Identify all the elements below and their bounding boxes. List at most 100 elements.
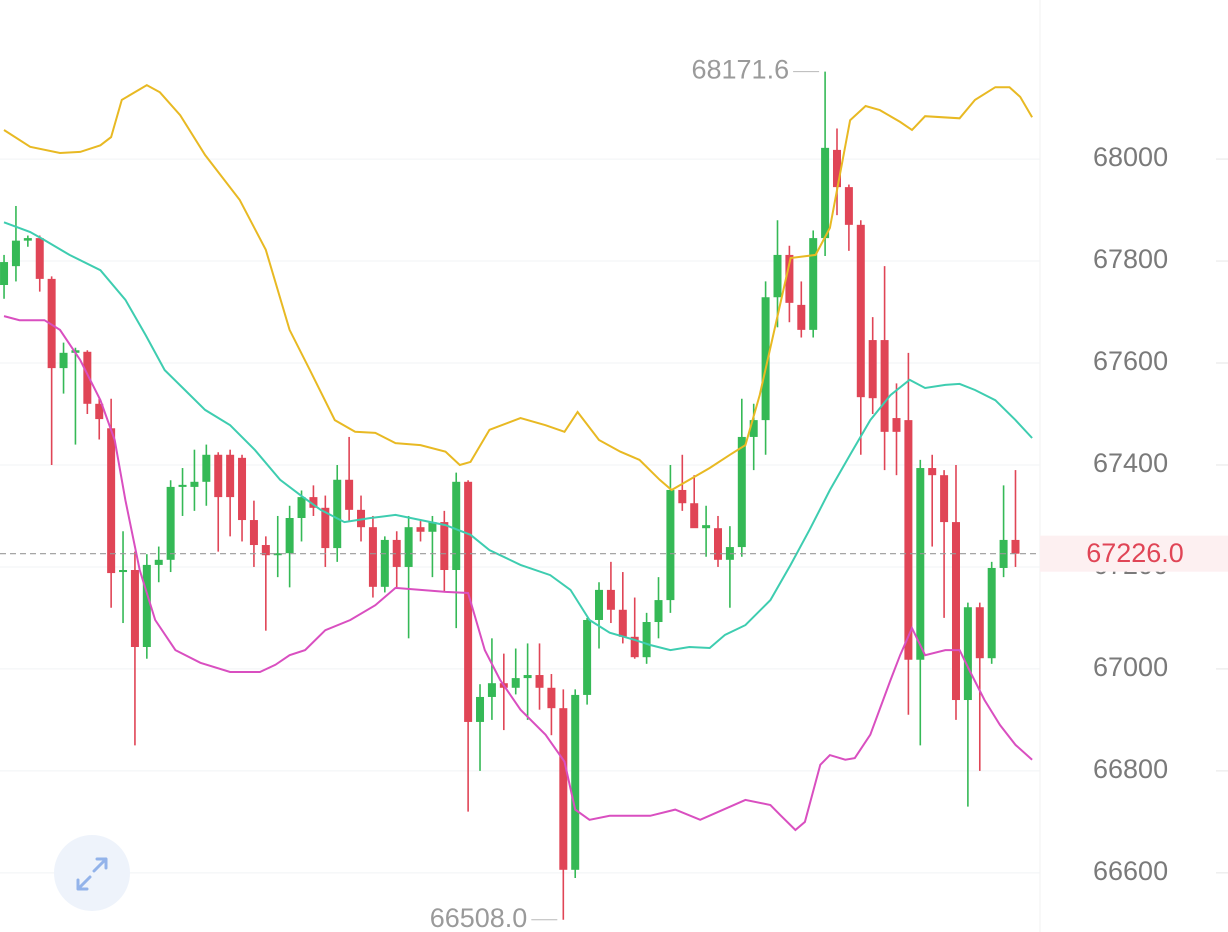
candle-body [749, 420, 758, 437]
last-price-label: 67226.0 [1086, 538, 1184, 568]
candle-body [107, 428, 116, 574]
last-price-box [1040, 535, 1228, 572]
y-tick-label: 67600 [1093, 346, 1168, 376]
candle-body [963, 607, 972, 701]
candle-body [273, 553, 282, 556]
candle-body [428, 522, 437, 532]
candle-body [904, 420, 913, 660]
candle-body [130, 570, 139, 647]
candle-body [11, 240, 20, 267]
candle-body [714, 528, 723, 560]
candle-body [880, 340, 889, 432]
candle-body [702, 525, 711, 529]
candle-body [178, 484, 187, 487]
candle-body [797, 304, 806, 330]
candle-body [868, 340, 877, 399]
candle-body [928, 468, 937, 476]
candle-body [511, 678, 520, 688]
candle-body [856, 224, 865, 398]
candle-body [583, 619, 592, 695]
candle-body [0, 262, 9, 286]
candle-body [190, 481, 199, 487]
expand-icon[interactable] [76, 857, 108, 891]
candle-body [630, 636, 639, 658]
candle-body [345, 479, 354, 510]
candle-body [916, 468, 925, 660]
candle-body [761, 297, 770, 421]
candle-body [142, 564, 151, 647]
band-line [3, 221, 1033, 652]
candle-body [571, 694, 580, 870]
y-tick-label: 67800 [1093, 244, 1168, 274]
candle-body [690, 503, 699, 529]
candle-body [333, 479, 342, 549]
candle-body [380, 539, 389, 587]
expand-button-bg[interactable] [54, 835, 130, 911]
candle-body [618, 609, 627, 637]
candle-body [214, 454, 223, 498]
candle-body [249, 520, 258, 546]
candle-body [392, 539, 401, 567]
candle-body [226, 454, 235, 498]
candle-body [844, 187, 853, 225]
candle-body [666, 489, 675, 601]
candle-body [606, 589, 615, 610]
candle-body [297, 497, 306, 519]
candle-body [202, 454, 211, 482]
candle-body [35, 238, 44, 279]
candle-body [678, 489, 687, 504]
candle-body [987, 567, 996, 659]
candle-body [440, 522, 449, 571]
candle-body [951, 522, 960, 701]
candle-body [309, 497, 318, 508]
candle-body [464, 481, 473, 722]
candle-body [975, 607, 984, 659]
candle-body [154, 559, 163, 565]
candle-body [404, 527, 413, 567]
y-tick-label: 68000 [1093, 142, 1168, 172]
band-line [3, 83, 1033, 492]
candle-body [535, 675, 544, 688]
candle-body [654, 600, 663, 623]
candle-body [452, 481, 461, 571]
candle-body [321, 507, 330, 549]
candle-body [23, 238, 32, 241]
candle-body [261, 545, 270, 556]
candle-body [559, 708, 568, 870]
candle-body [940, 475, 949, 523]
candle-body [737, 436, 746, 548]
candle-body [166, 486, 175, 560]
expand-button[interactable] [54, 835, 130, 911]
candle-body [725, 547, 734, 560]
band-line [3, 315, 1033, 832]
candle-body [416, 527, 425, 532]
candle-body [809, 238, 818, 330]
candle-body [523, 675, 532, 679]
candle-body [487, 683, 496, 697]
candle-body [476, 696, 485, 722]
candle-body [238, 457, 247, 521]
candle-body [892, 418, 901, 432]
candle-body [785, 254, 794, 303]
candle-body [119, 570, 128, 573]
candle-body [95, 403, 104, 420]
candle-body [595, 589, 604, 620]
annotation-label: 66508.0 [430, 903, 528, 932]
y-tick-label: 66600 [1093, 856, 1168, 886]
candle-body [642, 622, 651, 658]
candle-body [83, 351, 92, 404]
y-tick-label: 67000 [1093, 652, 1168, 682]
y-tick-label: 66800 [1093, 754, 1168, 784]
candle-body [832, 149, 841, 188]
candle-body [821, 147, 830, 239]
annotation-label: 68171.6 [691, 55, 789, 85]
candle-body [773, 254, 782, 298]
candle-body [368, 527, 377, 587]
candle-body [1011, 539, 1020, 554]
candle-body [547, 687, 556, 709]
candle-body [59, 352, 68, 369]
candle-body [285, 518, 294, 554]
y-tick-label: 67400 [1093, 448, 1168, 478]
